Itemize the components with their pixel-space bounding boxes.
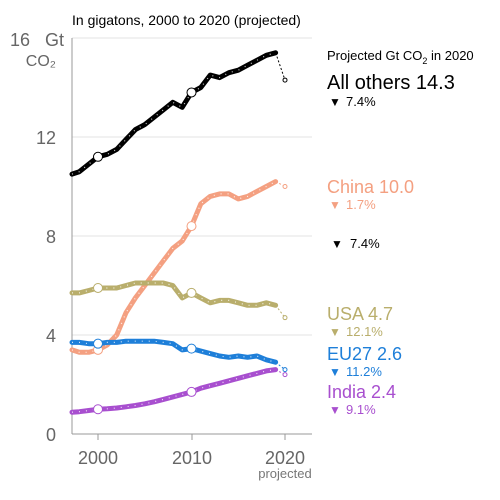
legend-change-value: 7.4% [346,94,376,109]
legend-change-arrow: ▼ [329,198,341,212]
marker-2000 [93,404,103,415]
y-tick-label: 8 [46,227,56,247]
legend-item-india: India 2.4▼ 9.1% [327,382,396,417]
legend-label: China 10.0 [327,177,414,197]
marker-2000 [93,151,103,162]
projected-point [282,315,288,321]
marker-2010 [186,343,197,354]
legend: All others 14.3▼ 7.4%China 10.0▼ 1.7%USA 4… [327,72,455,417]
grid [72,37,312,336]
marker-2010 [186,287,197,298]
x-ticks: 2000 2010 2020 [78,434,305,468]
x-tick-label: 2010 [172,448,212,468]
series-line [69,367,279,415]
y-unit-gt: Gt [45,30,64,50]
legend-label: India 2.4 [327,382,396,402]
extra-annotation-text: 7.4% [350,236,380,251]
series-line [69,280,279,308]
extra-annotation: ▼ 7.4% [331,236,380,251]
y-tick-label: 12 [36,128,56,148]
x-tick-label: 2000 [78,448,118,468]
series-lines [69,50,288,415]
legend-change-arrow: ▼ [329,365,341,379]
marker-2010 [186,87,197,98]
legend-change-value: 1.7% [346,197,376,212]
legend-item-usa: USA 4.7▼ 12.1% [327,304,393,339]
legend-title-sub: 2 [422,56,427,66]
projected-point [282,77,288,83]
marker-2010 [186,386,197,397]
projected-point [282,367,288,373]
y-ticks: 0 4 8 12 16 [10,30,56,445]
projection-line [275,304,286,318]
projected-point [282,372,288,378]
y-unit-co2: CO₂ [26,53,56,70]
marker-2000 [93,338,103,349]
legend-title-post: in 2020 [427,48,473,63]
series-line [69,179,279,355]
series-china [69,179,288,355]
marker-2000 [93,282,103,293]
series-india [69,367,288,415]
marker-2010 [186,221,197,232]
legend-change-arrow: ▼ [329,325,341,339]
legend-item-eu27: EU27 2.6▼ 11.2% [327,344,402,379]
projected-point [282,184,288,189]
x-tick-label: 2020 [265,448,305,468]
y-tick-label: 4 [46,326,56,346]
series-usa [69,280,288,321]
chart-subtitle: In gigatons, 2000 to 2020 (projected) [72,12,301,28]
extra-annotation-arrow: ▼ [331,237,343,251]
y-tick-label: 16 [10,30,30,50]
series-line-dots [71,181,276,353]
legend-item-all-others: All others 14.3▼ 7.4% [327,72,455,109]
projection-line [275,52,286,81]
legend-change-arrow: ▼ [329,95,341,109]
series-line [69,50,279,177]
legend-change-arrow: ▼ [329,403,341,417]
series-all-others [69,50,288,177]
x-label-projected: projected [258,466,311,481]
legend-title: Projected Gt CO2 in 2020 [327,48,474,66]
series-eu27 [69,338,288,373]
legend-item-china: China 10.0▼ 1.7% [327,177,414,212]
y-unit-label: Gt CO₂ [26,30,64,70]
legend-change-value: 11.2% [346,364,382,379]
legend-label: USA 4.7 [327,304,393,324]
legend-label: EU27 2.6 [327,344,402,364]
legend-change-value: 12.1% [346,324,383,339]
y-tick-label: 0 [46,425,56,445]
legend-change-value: 9.1% [346,402,376,417]
legend-title-pre: Projected Gt CO [327,48,422,63]
series-line [69,338,279,365]
legend-label: All others 14.3 [327,72,455,94]
